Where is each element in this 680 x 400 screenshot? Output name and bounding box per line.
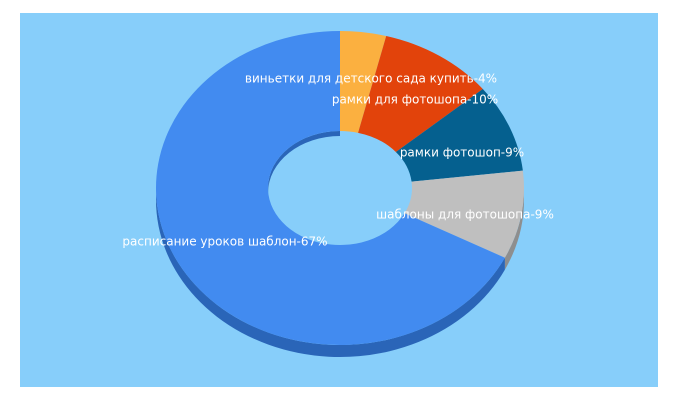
slice-label-3: рамки фотошоп-9% <box>400 146 524 160</box>
slice-label-2: рамки для фотошопа-10% <box>332 93 498 107</box>
slice-labels: виньетки для детского сада купить-4% рамк… <box>122 72 553 249</box>
donut-slices <box>155 31 525 345</box>
slice-label-5: расписание уроков шаблон-67% <box>122 235 327 249</box>
slice-inner-wall-5 <box>268 131 340 193</box>
slice-side-4 <box>504 188 524 270</box>
slice-label-4: шаблоны для фотошопа-9% <box>376 208 554 222</box>
donut-hole-wall <box>268 131 412 250</box>
donut-hole <box>268 136 412 250</box>
slice-2 <box>358 36 483 153</box>
slice-label-1: виньетки для детского сада купить-4% <box>245 72 497 86</box>
slice-3 <box>395 89 523 182</box>
donut-sides <box>156 188 524 357</box>
slice-1 <box>340 31 387 133</box>
slice-4 <box>404 170 525 258</box>
slice-5 <box>155 31 505 345</box>
